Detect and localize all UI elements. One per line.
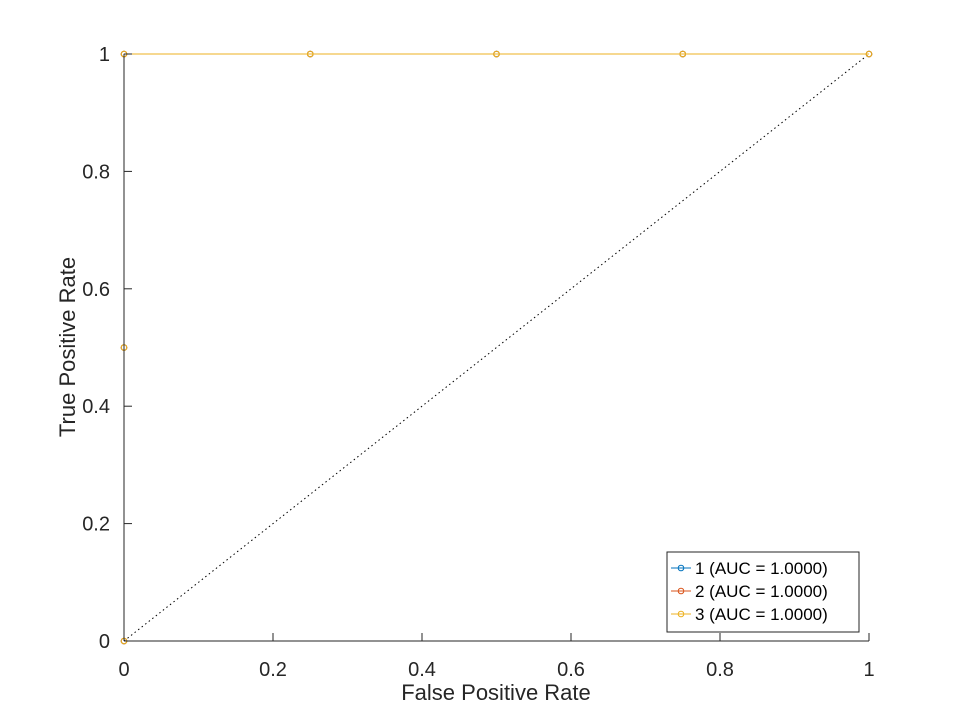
legend-swatch-marker: [677, 610, 685, 618]
x-axis-label: False Positive Rate: [401, 680, 591, 705]
y-tick-label: 0.2: [82, 514, 110, 536]
series-point: [865, 50, 873, 58]
legend-item: 2 (AUC = 1.0000): [671, 582, 828, 601]
x-tick-label: 0: [118, 659, 129, 681]
x-tick-label: 0.2: [259, 659, 287, 681]
legend-item: 1 (AUC = 1.0000): [671, 559, 828, 578]
series-point: [306, 50, 314, 58]
x-ticks: 0 0.2 0.4 0.6 0.8 1: [118, 633, 875, 681]
x-tick-label: 0.6: [557, 659, 585, 681]
legend-swatch-marker: [677, 564, 685, 572]
x-tick-label: 1: [863, 659, 874, 681]
legend: 1 (AUC = 1.0000) 2 (AUC = 1.0000) 3 (AUC =…: [666, 551, 860, 633]
axes-layer: [123, 54, 869, 642]
diagonal-reference-line: [123, 53, 870, 642]
legend-label: 2 (AUC = 1.0000): [695, 582, 828, 601]
x-tick-label: 0.8: [706, 659, 734, 681]
y-ticks: 0 0.2 0.4 0.6 0.8 1: [82, 44, 132, 653]
legend-label: 1 (AUC = 1.0000): [695, 559, 828, 578]
legend-items: 1 (AUC = 1.0000) 2 (AUC = 1.0000) 3 (AUC =…: [671, 559, 828, 624]
y-tick-label: 1: [99, 44, 110, 66]
series-point: [493, 50, 500, 58]
x-tick-label: 0.4: [408, 659, 436, 681]
y-tick-label: 0.4: [82, 396, 110, 418]
y-tick-label: 0.6: [82, 279, 110, 301]
y-tick-label: 0: [99, 631, 110, 653]
series-point: [679, 50, 687, 58]
legend-swatch-marker: [677, 587, 685, 595]
legend-box: [666, 551, 860, 633]
y-tick-label: 0.8: [82, 161, 110, 183]
y-axis-label: True Positive Rate: [55, 257, 80, 437]
legend-item: 3 (AUC = 1.0000): [671, 605, 828, 624]
legend-label: 3 (AUC = 1.0000): [695, 605, 828, 624]
